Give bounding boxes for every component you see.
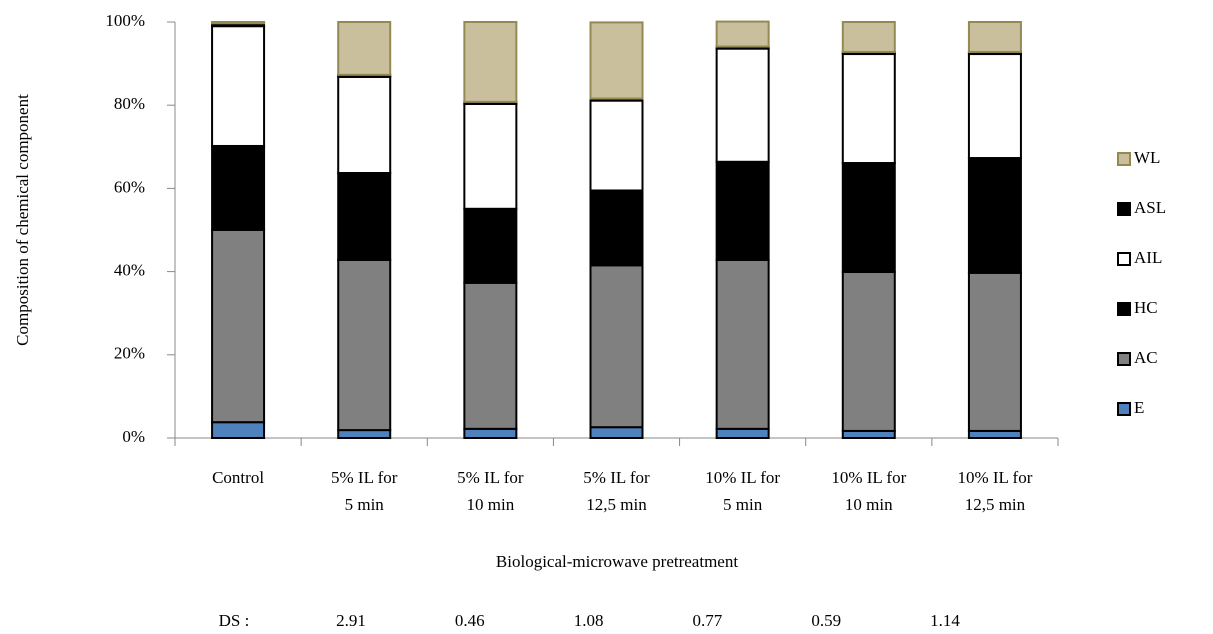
bar-segment [967,271,1022,432]
bar-segment [715,160,770,261]
y-tick-label: 60% [114,177,145,196]
x-tick-label: 10% IL for [831,468,906,487]
bar-segment [211,144,266,231]
legend-label: ASL [1134,198,1166,217]
bar-segment [589,426,644,439]
bar-segment [337,75,392,175]
x-tick-label: 5% IL for [331,468,398,487]
legend-swatch [1117,202,1131,216]
x-tick-label: 5 min [723,495,763,514]
bar-segment [967,53,1022,160]
bar-segment [463,281,518,430]
bar-segment [589,99,644,192]
x-tick-label: 5% IL for [457,468,524,487]
ds-value: 0.77 [693,611,723,630]
bar-segment [841,162,896,274]
bar-segment [715,258,770,430]
bar-segment [211,421,266,439]
bar-segment [841,53,896,165]
bar-segment [589,21,644,100]
legend-swatch [1117,352,1131,366]
ds-value: 0.46 [455,611,485,630]
legend-label: AC [1134,348,1158,367]
ds-label: DS : [219,611,250,630]
legend-swatch [1117,402,1131,416]
bar-segment [715,427,770,439]
x-tick-label: 5 min [345,495,385,514]
x-tick-label: 10% IL for [705,468,780,487]
ds-value: 2.91 [336,611,366,630]
legend-swatch [1117,152,1131,166]
ds-value: 1.08 [574,611,604,630]
x-tick-label: 12,5 min [586,495,647,514]
bar-segment [211,229,266,424]
bar-segment [211,25,266,147]
x-tick-label: 12,5 min [965,495,1026,514]
bar-segment [841,21,896,53]
bar-segment [337,172,392,261]
x-tick-label: 10 min [845,495,893,514]
ds-value: 1.14 [930,611,960,630]
bar-segment [337,258,392,432]
x-tick-label: 5% IL for [583,468,650,487]
legend-label: WL [1134,148,1160,167]
x-axis-title: Biological-microwave pretreatment [496,552,738,571]
bar-segment [211,21,266,25]
y-tick-label: 40% [114,261,145,280]
x-tick-label: Control [212,468,264,487]
legend-label: AIL [1134,248,1162,267]
y-tick-label: 20% [114,344,145,363]
ds-value: 0.59 [811,611,841,630]
legend-swatch [1117,302,1131,316]
bar-segment [463,427,518,439]
y-tick-label: 0% [122,427,145,446]
bar-segment [337,21,392,76]
y-axis-title: Composition of chemical component [13,94,32,346]
bar-segment [841,271,896,432]
bar-segment [463,207,518,284]
bar-segment [715,47,770,163]
x-tick-label: 10 min [467,495,515,514]
bar-segment [967,157,1022,274]
y-tick-label: 80% [114,94,145,113]
bar-segment [589,264,644,429]
bar-segment [967,429,1022,440]
y-tick-label: 100% [105,11,145,30]
x-tick-label: 10% IL for [957,468,1032,487]
bar-segment [841,429,896,440]
bar-segment [967,21,1022,53]
legend-label: E [1134,398,1144,417]
bar-segment [589,189,644,267]
legend-swatch [1117,252,1131,266]
legend-label: HC [1134,298,1158,317]
bar-segment [337,429,392,440]
bar-segment [715,20,770,48]
bar-segment [463,102,518,210]
bar-segment [463,21,518,103]
